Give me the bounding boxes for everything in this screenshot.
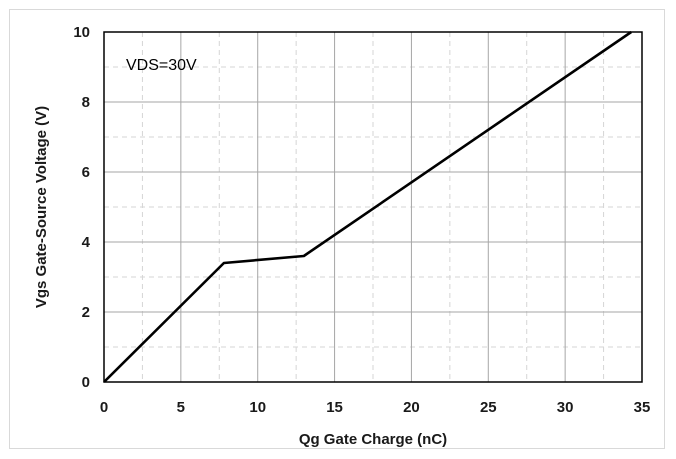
gate-charge-curve bbox=[103, 30, 632, 383]
y-tick-label: 2 bbox=[82, 304, 90, 321]
x-axis-title: Qg Gate Charge (nC) bbox=[299, 431, 447, 448]
y-tick-label: 4 bbox=[82, 234, 91, 251]
series-layer bbox=[103, 30, 632, 383]
x-tick-label: 0 bbox=[100, 399, 108, 416]
x-tick-label: 35 bbox=[634, 399, 651, 416]
x-tick-label: 25 bbox=[480, 399, 497, 416]
y-axis-title: Vgs Gate-Source Voltage (V) bbox=[33, 106, 50, 308]
y-tick-label: 10 bbox=[73, 24, 90, 41]
y-tick-label: 8 bbox=[82, 94, 90, 111]
x-tick-labels: 0 5 10 15 20 25 30 35 bbox=[100, 399, 651, 416]
minor-grid bbox=[104, 32, 642, 382]
x-tick-label: 10 bbox=[249, 399, 266, 416]
y-tick-labels: 0 2 4 6 8 10 bbox=[73, 24, 90, 391]
vds-annotation: VDS=30V bbox=[126, 57, 197, 74]
x-tick-label: 30 bbox=[557, 399, 574, 416]
y-tick-label: 6 bbox=[82, 164, 90, 181]
y-tick-label: 0 bbox=[82, 374, 90, 391]
plot-border bbox=[103, 31, 643, 383]
x-tick-label: 20 bbox=[403, 399, 420, 416]
x-tick-label: 5 bbox=[177, 399, 185, 416]
x-tick-label: 15 bbox=[326, 399, 343, 416]
